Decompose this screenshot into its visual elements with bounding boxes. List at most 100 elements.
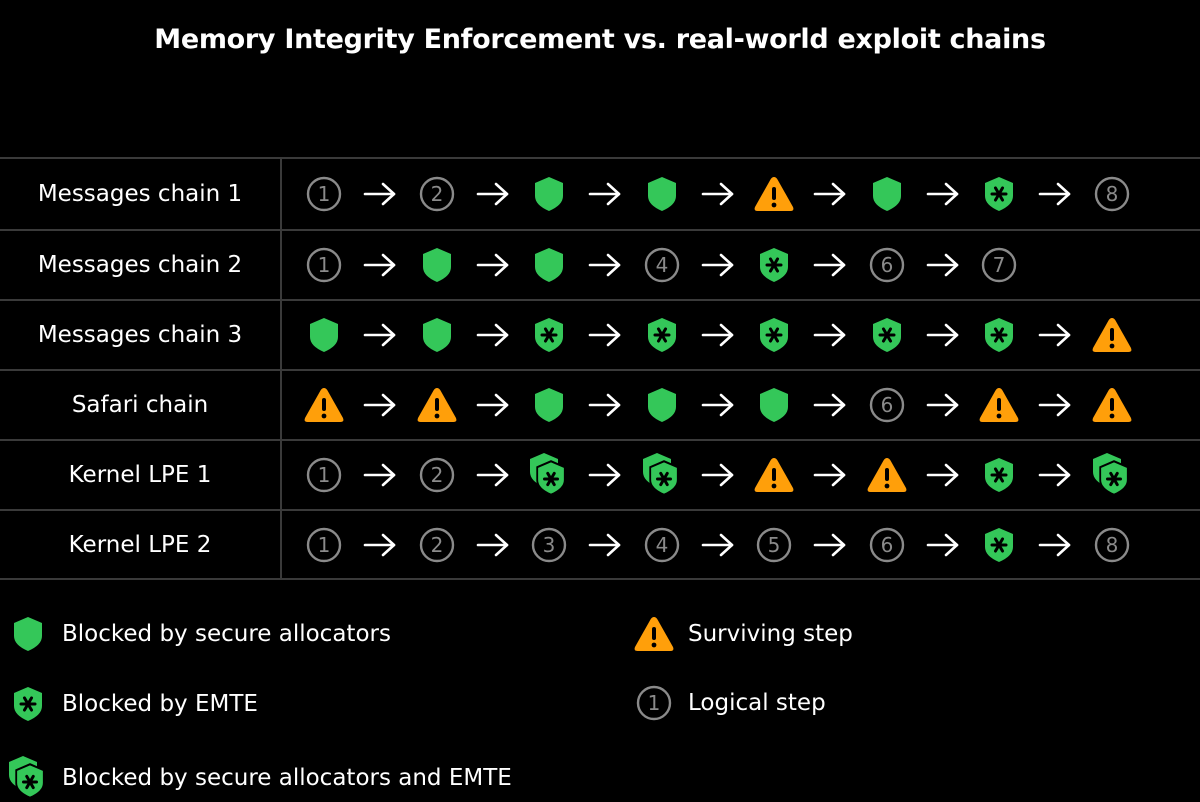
svg-text:6: 6 xyxy=(880,533,893,557)
arrow-right-icon xyxy=(475,462,511,488)
chain-label: Messages chain 1 xyxy=(0,159,282,229)
arrow-right-icon xyxy=(700,532,736,558)
warning-triangle-icon xyxy=(415,385,459,425)
double-shield-asterisk-icon xyxy=(640,451,684,499)
numbered-circle-icon: 2 xyxy=(418,526,456,564)
shield-icon xyxy=(531,174,567,214)
shield-icon xyxy=(756,385,792,425)
asterisk-shield-icon xyxy=(981,525,1017,565)
arrow-right-icon xyxy=(475,392,511,418)
numbered-circle-icon: 3 xyxy=(530,526,568,564)
asterisk-shield-icon xyxy=(756,315,792,355)
shield-icon xyxy=(306,315,342,355)
arrow-right-icon xyxy=(587,462,623,488)
arrow-right-icon xyxy=(362,252,398,278)
svg-text:5: 5 xyxy=(768,533,781,557)
legend-item-secure: Blocked by secure allocators xyxy=(6,614,391,654)
arrow-right-icon xyxy=(700,252,736,278)
arrow-right-icon xyxy=(362,532,398,558)
warning-triangle-icon xyxy=(977,385,1021,425)
arrow-right-icon xyxy=(475,181,511,207)
chain-row: Kernel LPE 1 1 2 xyxy=(0,439,1200,509)
arrow-right-icon xyxy=(700,322,736,348)
legend-double-shield-asterisk-icon xyxy=(6,754,50,802)
arrow-right-icon xyxy=(812,252,848,278)
svg-text:1: 1 xyxy=(318,182,331,206)
numbered-circle-icon: 1 xyxy=(305,526,343,564)
chain-label: Kernel LPE 1 xyxy=(0,441,282,509)
page-title: Memory Integrity Enforcement vs. real-wo… xyxy=(154,24,1046,55)
numbered-circle-icon: 2 xyxy=(418,456,456,494)
shield-icon xyxy=(869,174,905,214)
exploit-chain-table: Messages chain 1 1 2 8 Messages chain 2 1 xyxy=(0,157,1200,580)
chain-label: Messages chain 3 xyxy=(0,301,282,369)
asterisk-shield-icon xyxy=(981,455,1017,495)
legend-label: Surviving step xyxy=(688,621,853,647)
shield-icon xyxy=(419,245,455,285)
shield-icon xyxy=(644,385,680,425)
arrow-right-icon xyxy=(587,322,623,348)
arrow-right-icon xyxy=(812,322,848,348)
numbered-circle-icon: 6 xyxy=(868,386,906,424)
asterisk-shield-icon xyxy=(644,315,680,355)
legend-label: Blocked by secure allocators and EMTE xyxy=(62,765,512,791)
numbered-circle-icon: 1 xyxy=(305,175,343,213)
asterisk-shield-icon xyxy=(981,315,1017,355)
arrow-right-icon xyxy=(587,181,623,207)
shield-icon xyxy=(644,174,680,214)
legend-asterisk-shield-icon xyxy=(6,684,50,724)
svg-text:4: 4 xyxy=(655,253,668,277)
arrow-right-icon xyxy=(587,392,623,418)
arrow-right-icon xyxy=(362,181,398,207)
legend-label: Logical step xyxy=(688,690,826,716)
numbered-circle-icon: 4 xyxy=(643,526,681,564)
numbered-circle-icon: 5 xyxy=(755,526,793,564)
warning-triangle-icon xyxy=(302,385,346,425)
arrow-right-icon xyxy=(700,462,736,488)
double-shield-asterisk-icon xyxy=(527,451,571,499)
arrow-right-icon xyxy=(587,252,623,278)
chain-steps: 1 4 6 7 xyxy=(282,231,1200,299)
legend-item-both: Blocked by secure allocators and EMTE xyxy=(6,754,512,802)
arrow-right-icon xyxy=(700,181,736,207)
arrow-right-icon xyxy=(362,322,398,348)
chain-row: Messages chain 3 xyxy=(0,299,1200,369)
arrow-right-icon xyxy=(475,322,511,348)
arrow-right-icon xyxy=(812,181,848,207)
svg-text:2: 2 xyxy=(430,463,443,487)
arrow-right-icon xyxy=(925,462,961,488)
svg-text:1: 1 xyxy=(648,691,661,715)
chain-row: Kernel LPE 2 1 2 3 4 5 6 8 xyxy=(0,509,1200,579)
legend-item-emte: Blocked by EMTE xyxy=(6,684,258,724)
chain-label: Safari chain xyxy=(0,371,282,439)
svg-text:1: 1 xyxy=(318,253,331,277)
shield-icon xyxy=(419,315,455,355)
warning-triangle-icon xyxy=(1090,385,1134,425)
chain-steps: 6 xyxy=(282,371,1200,439)
warning-triangle-icon xyxy=(865,455,909,495)
warning-triangle-icon xyxy=(752,455,796,495)
asterisk-shield-icon xyxy=(531,315,567,355)
shield-icon xyxy=(531,385,567,425)
numbered-circle-icon: 8 xyxy=(1093,175,1131,213)
numbered-circle-icon: 6 xyxy=(868,526,906,564)
shield-icon xyxy=(531,245,567,285)
svg-text:2: 2 xyxy=(430,182,443,206)
numbered-circle-icon: 7 xyxy=(980,246,1018,284)
chain-row: Messages chain 2 1 4 6 7 xyxy=(0,229,1200,299)
numbered-circle-icon: 1 xyxy=(305,456,343,494)
legend-label: Blocked by secure allocators xyxy=(62,621,391,647)
chain-steps: 1 2 xyxy=(282,441,1200,509)
svg-text:8: 8 xyxy=(1105,533,1118,557)
chain-label: Kernel LPE 2 xyxy=(0,511,282,579)
legend-warning-triangle-icon xyxy=(632,614,676,654)
chain-steps xyxy=(282,301,1200,369)
svg-text:6: 6 xyxy=(880,393,893,417)
arrow-right-icon xyxy=(1037,462,1073,488)
arrow-right-icon xyxy=(925,322,961,348)
legend-numbered-circle-icon: 1 xyxy=(632,684,676,722)
svg-text:6: 6 xyxy=(880,253,893,277)
warning-triangle-icon xyxy=(1090,315,1134,355)
asterisk-shield-icon xyxy=(869,315,905,355)
warning-triangle-icon xyxy=(752,174,796,214)
